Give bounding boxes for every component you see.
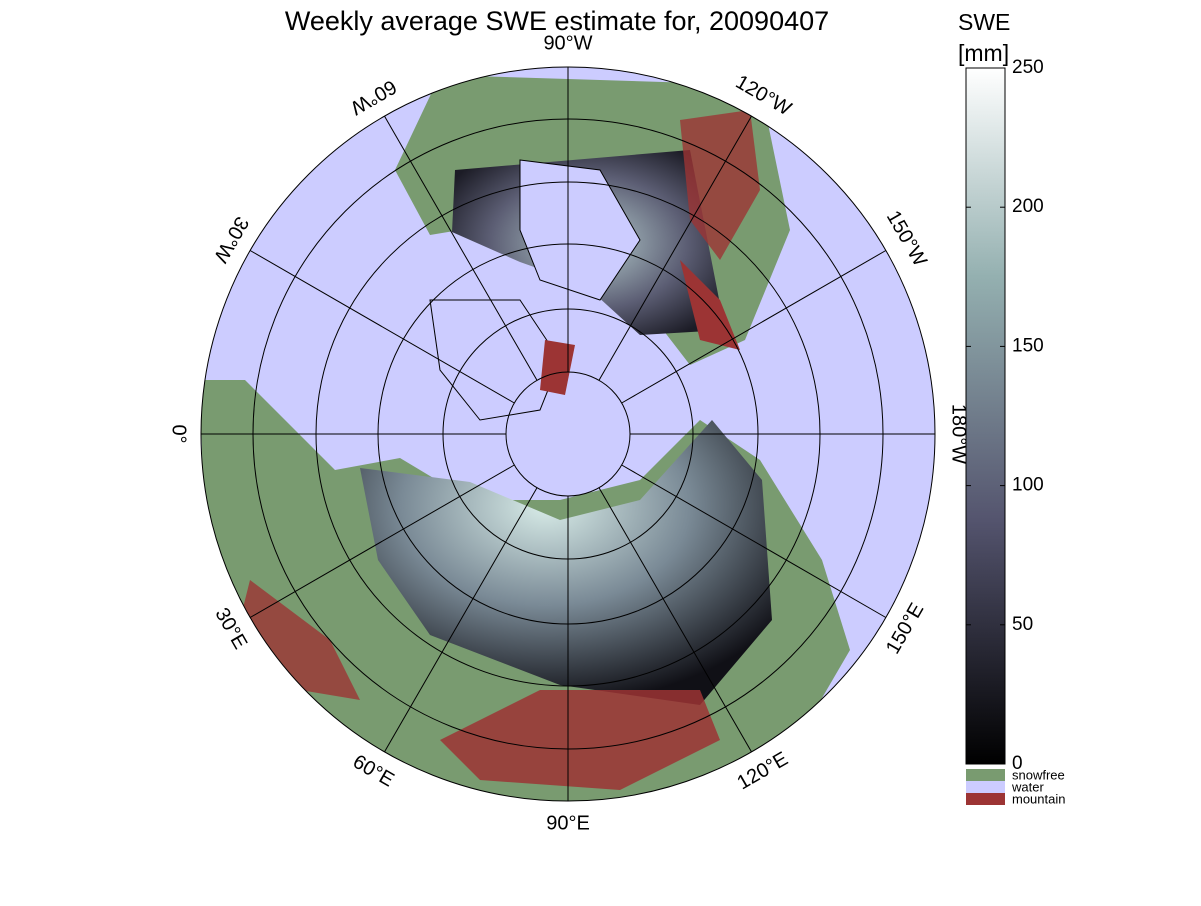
meridian (621, 250, 887, 404)
longitude-label: 0° (168, 424, 190, 443)
legend-label: snowfree (1012, 767, 1065, 782)
meridian (249, 464, 515, 618)
colorbar-tick-label: 200 (1012, 196, 1044, 217)
snow-cover (360, 420, 772, 705)
meridian (598, 487, 752, 753)
meridian (598, 115, 752, 381)
legend-label: water (1011, 779, 1044, 794)
colorbar-tick-label: 50 (1012, 614, 1033, 635)
longitude-label: 180°W (948, 404, 970, 464)
legend-swatch (966, 793, 1005, 805)
meridian (384, 115, 538, 381)
colorbar-tick-label: 150 (1012, 335, 1044, 356)
meridian (249, 250, 515, 404)
longitude-label: 60°E (349, 751, 398, 792)
legend-label: mountain (1012, 791, 1065, 806)
map-area (201, 67, 935, 801)
greenland (429, 299, 561, 421)
colorbar-label: [mm] (958, 40, 1009, 66)
longitude-label: 30°E (210, 604, 251, 653)
meridian (621, 464, 887, 618)
mountain-area (440, 690, 720, 790)
colorbar-label: SWE (958, 9, 1010, 35)
longitude-label: 90°E (546, 812, 590, 834)
colorbar-tick-label: 0 (1012, 753, 1023, 774)
meridian (384, 487, 538, 753)
map-title: Weekly average SWE estimate for, 2009040… (285, 6, 829, 36)
legend-swatch (966, 769, 1005, 781)
colorbar-tick-label: 250 (1012, 57, 1044, 78)
map-frame (200, 66, 936, 802)
mountain-area (540, 340, 575, 395)
graticule (201, 67, 935, 801)
colorbar-tick-label: 100 (1012, 475, 1044, 496)
legend-swatch (966, 781, 1005, 793)
hudson-bay (519, 159, 641, 301)
longitude-label: 90°W (543, 32, 592, 54)
mountain-area (240, 580, 360, 700)
colorbar (965, 67, 1006, 765)
